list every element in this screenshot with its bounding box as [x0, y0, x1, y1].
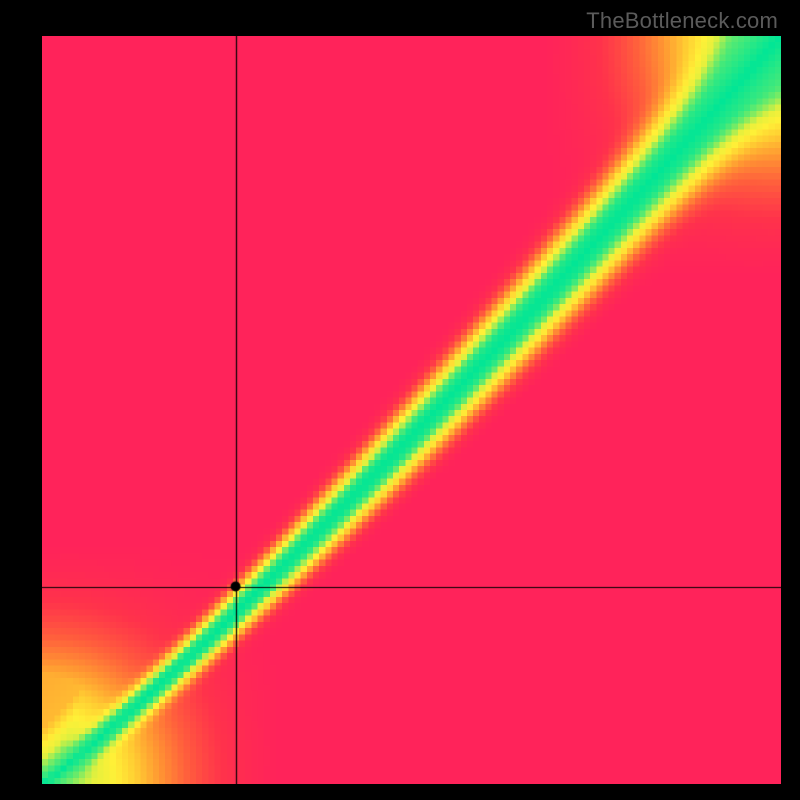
watermark-text: TheBottleneck.com [586, 8, 778, 34]
chart-container: TheBottleneck.com [0, 0, 800, 800]
crosshair-overlay [42, 36, 781, 784]
